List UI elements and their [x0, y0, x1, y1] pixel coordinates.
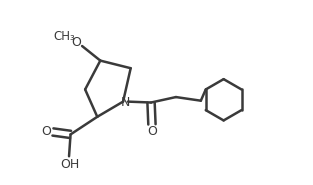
Text: CH₃: CH₃ — [54, 30, 75, 43]
Text: O: O — [72, 36, 82, 50]
Text: O: O — [147, 125, 157, 138]
Text: O: O — [41, 125, 51, 138]
Text: N: N — [121, 96, 130, 109]
Text: OH: OH — [60, 158, 79, 171]
